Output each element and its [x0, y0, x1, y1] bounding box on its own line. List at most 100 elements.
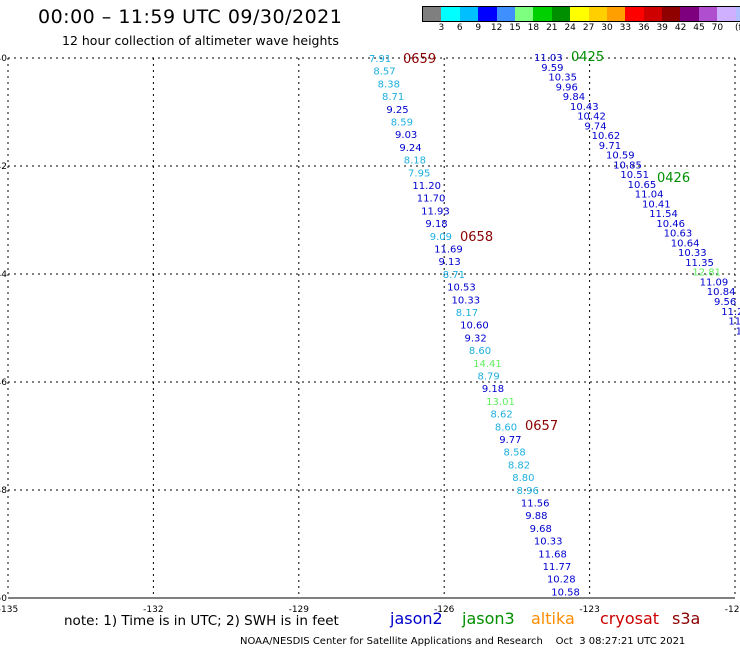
wave-height-value: 8.71	[382, 92, 404, 103]
wave-height-value: 8.59	[391, 118, 413, 129]
latitude-label: 42	[0, 162, 7, 172]
longitude-label: -120	[725, 605, 740, 615]
wave-height-value: 8.38	[378, 79, 400, 90]
color-scale-swatch	[423, 7, 442, 21]
satellite-track-east: 11.039.5910.359.969.8410.4310.429.7410.6…	[534, 50, 740, 337]
wave-height-value: 11.68	[538, 549, 567, 560]
wave-height-value: 9.56	[714, 297, 736, 308]
wave-height-value: 9.59	[541, 63, 563, 74]
pass-time-label: 0659	[403, 52, 436, 67]
wave-height-value: 9.13	[438, 257, 460, 268]
footnote: note: 1) Time is in UTC; 2) SWH is in fe…	[64, 613, 339, 629]
wave-height-value: 9.96	[556, 82, 578, 93]
wave-height-value: 14.41	[473, 359, 502, 370]
color-scale-swatch	[551, 7, 571, 21]
wave-height-value: 8.79	[478, 372, 500, 383]
wave-height-value: 7.91	[369, 54, 391, 65]
wave-height-value: 7.95	[408, 168, 430, 179]
wave-height-value: 10.41	[642, 199, 671, 210]
wave-height-value: 11.35	[685, 258, 714, 269]
longitude-label: -132	[143, 605, 163, 615]
map-gridlines	[7, 57, 736, 599]
latitude-label: 40	[0, 54, 7, 64]
legend-item: jason3	[462, 609, 515, 628]
wave-height-value: 9.71	[599, 141, 621, 152]
wave-height-value: 11.56	[521, 499, 550, 510]
color-scale-label: 6	[456, 23, 463, 33]
pass-time-label: 0657	[525, 419, 558, 434]
wave-height-value: 8.71	[443, 270, 465, 281]
wave-height-value: 10.85	[613, 160, 642, 171]
credit-line: NOAA/NESDIS Center for Satellite Applica…	[240, 636, 686, 647]
latitude-label: 50	[0, 594, 7, 604]
wave-height-value: 9.18	[482, 384, 504, 395]
wave-height-value: 11.03	[534, 53, 563, 64]
color-scale-swatch	[625, 7, 644, 21]
wave-height-value: 9.03	[395, 130, 417, 141]
pass-time-label: 0658	[460, 230, 493, 245]
color-scale-swatch	[606, 7, 626, 21]
map-subtitle: 12 hour collection of altimeter wave hei…	[62, 33, 339, 48]
color-scale-swatch	[459, 7, 479, 21]
wave-height-value: 10.65	[628, 180, 657, 191]
wave-height-value: 11	[736, 326, 740, 337]
wave-height-value: 10.28	[547, 575, 576, 586]
color-scale-swatch	[441, 7, 460, 21]
color-scale-label: 21	[546, 23, 558, 33]
longitude-label: -126	[434, 605, 455, 615]
wave-height-value: 11.54	[649, 209, 678, 220]
wave-height-value: 9.09	[430, 232, 452, 243]
wave-height-value: 10.58	[551, 587, 580, 598]
color-scale-label: 15	[509, 23, 521, 33]
wave-height-value: 12.81	[692, 268, 721, 279]
wave-height-value: 11.93	[421, 206, 450, 217]
wave-height-value: 8.96	[517, 486, 539, 497]
wave-height-value: 9.25	[386, 105, 408, 116]
wave-height-value: 8.60	[469, 346, 491, 357]
color-scale-swatch	[662, 7, 681, 21]
wave-height-value: 11.22	[721, 307, 740, 318]
color-scale-swatch	[588, 7, 607, 21]
legend-item: s3a	[672, 609, 701, 628]
pass-time-label: 0425	[571, 50, 604, 65]
wave-height-value: 8.57	[373, 67, 395, 78]
color-scale-swatch	[698, 7, 718, 21]
wave-height-value: 8.60	[495, 422, 517, 433]
wave-height-value: 11.04	[635, 190, 664, 201]
wave-height-value: 8.82	[508, 460, 530, 471]
wave-height-value: 10.35	[548, 73, 577, 84]
color-scale-swatch	[717, 7, 736, 21]
color-scale-label: 42	[674, 23, 687, 33]
wave-height-value: 10.62	[592, 131, 621, 142]
latitude-label: 44	[0, 270, 7, 280]
color-scale-swatch	[735, 7, 740, 21]
wave-height-value: 13.01	[486, 397, 515, 408]
wave-height-value: 9.24	[399, 143, 421, 154]
color-scale-label: 9	[475, 23, 482, 33]
color-scale-swatch	[570, 7, 589, 21]
color-scale-swatch	[478, 7, 497, 21]
wave-height-value: 10.59	[606, 151, 635, 162]
wave-height-value: 9.84	[563, 92, 585, 103]
wave-height-value: 9.68	[530, 524, 552, 535]
wave-height-value: 8.18	[404, 156, 426, 167]
wave-height-value: 8.58	[504, 448, 526, 459]
color-scale-swatch	[496, 7, 515, 21]
wave-height-value: 10.33	[451, 295, 480, 306]
satellite-track-west: 7.91 8.578.38 8.71 9.25 8.599.03 9.24 8.187.95…	[369, 52, 580, 598]
wave-height-value: 8.17	[456, 308, 478, 319]
wave-height-value: 10.33	[534, 537, 563, 548]
wave-height-value: 10.63	[664, 229, 693, 240]
color-scale-label: 45	[693, 23, 705, 33]
wave-height-value: 11.77	[543, 562, 572, 573]
color-scale-swatch	[680, 7, 699, 21]
wave-height-value: 11.09	[700, 277, 729, 288]
latitude-label: 46	[0, 378, 7, 388]
legend-item: cryosat	[600, 609, 660, 628]
wave-height-value: 10.43	[570, 102, 599, 113]
color-scale-label: 39	[656, 23, 668, 33]
wave-height-value: 9.32	[464, 333, 486, 344]
wave-height-value: 9.77	[499, 435, 521, 446]
longitude-label: -135	[0, 605, 18, 615]
